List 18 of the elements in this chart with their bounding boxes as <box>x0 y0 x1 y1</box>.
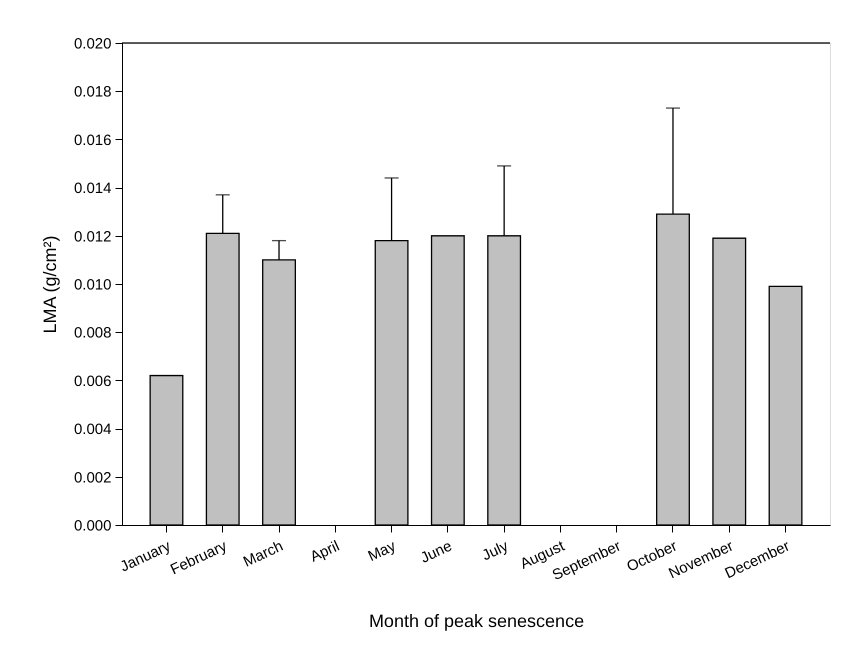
y-tick-label: 0.018 <box>74 84 112 101</box>
y-axis-title: LMA (g/cm²) <box>40 235 60 334</box>
y-tick-label: 0.012 <box>74 228 112 246</box>
y-tick-label: 0.006 <box>74 372 112 390</box>
y-tick-label: 0.004 <box>74 421 112 438</box>
x-tick-label: April <box>308 538 342 566</box>
y-tick-label: 0.002 <box>74 469 112 486</box>
x-axis-title: Month of peak senescence <box>368 611 584 632</box>
y-tick-label: 0.000 <box>74 518 112 534</box>
y-tick-label: 0.014 <box>74 180 112 198</box>
y-tick-label: 0.010 <box>74 276 112 294</box>
x-tick-label: March <box>240 538 286 571</box>
y-tick-label: 0.008 <box>74 324 112 342</box>
y-tick-label: 0.016 <box>74 132 112 149</box>
x-tick-label: June <box>418 538 455 567</box>
x-tick-label: July <box>480 537 512 564</box>
x-tick-label: May <box>365 537 399 565</box>
y-tick-label: 0.020 <box>74 36 112 52</box>
